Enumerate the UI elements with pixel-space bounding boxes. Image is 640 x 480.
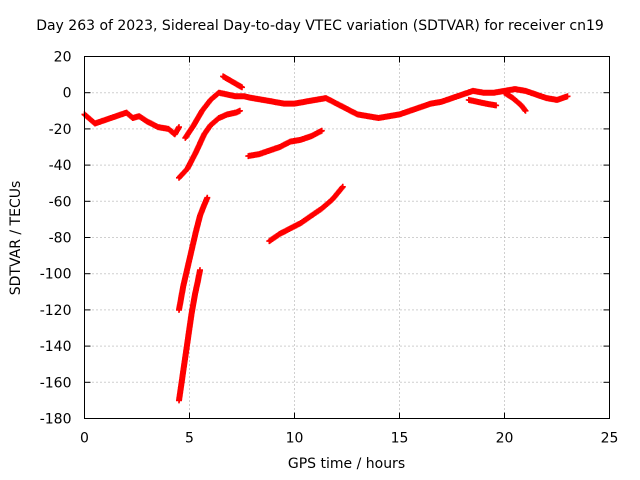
series-markers (176, 107, 243, 181)
chart-title: Day 263 of 2023, Sidereal Day-to-day VTE… (36, 18, 604, 34)
series-markers (465, 96, 500, 109)
series-arc-3 (220, 73, 245, 91)
series-arc-6 (176, 107, 243, 181)
series-arc-8 (266, 183, 346, 245)
series-arc-7 (245, 127, 325, 160)
series-arc-1 (81, 109, 182, 138)
x-tick-label: 10 (286, 431, 304, 447)
y-tick-label: -100 (40, 267, 72, 283)
series-arc-2 (182, 86, 571, 141)
series-markers (245, 127, 325, 160)
y-tick-label: -60 (49, 194, 72, 210)
series-markers (182, 86, 571, 141)
series-markers (81, 109, 182, 138)
series-markers (266, 183, 346, 245)
data-points (81, 73, 571, 404)
y-tick-label: -80 (49, 231, 72, 247)
series-markers (176, 267, 203, 404)
x-tick-label: 20 (496, 431, 514, 447)
axis-ticks: 0 5 10 15 20 25 20 0 -20 -40 -60 -80 -100 -120 -140 -16… (40, 50, 619, 447)
y-tick-label: -40 (49, 158, 72, 174)
x-tick-label: 0 (80, 431, 89, 447)
series-arc-10 (176, 267, 203, 404)
series-arc-9 (176, 194, 211, 313)
series-markers (176, 194, 211, 313)
y-tick-label: -160 (40, 375, 72, 391)
y-tick-label: -20 (49, 122, 72, 138)
plot-frame (84, 56, 610, 419)
series-markers (220, 73, 245, 91)
x-tick-label: 5 (185, 431, 194, 447)
x-tick-label: 25 (601, 431, 619, 447)
series-arc-5 (501, 89, 529, 114)
series-markers (501, 89, 529, 114)
series-arc-4 (465, 96, 500, 109)
y-tick-label: -120 (40, 303, 72, 319)
y-tick-label: -140 (40, 339, 72, 355)
y-tick-label: -180 (40, 412, 72, 428)
x-tick-label: 15 (391, 431, 409, 447)
x-axis-label: GPS time / hours (287, 456, 406, 472)
y-tick-label: 0 (63, 86, 72, 102)
y-tick-label: 20 (54, 50, 72, 66)
